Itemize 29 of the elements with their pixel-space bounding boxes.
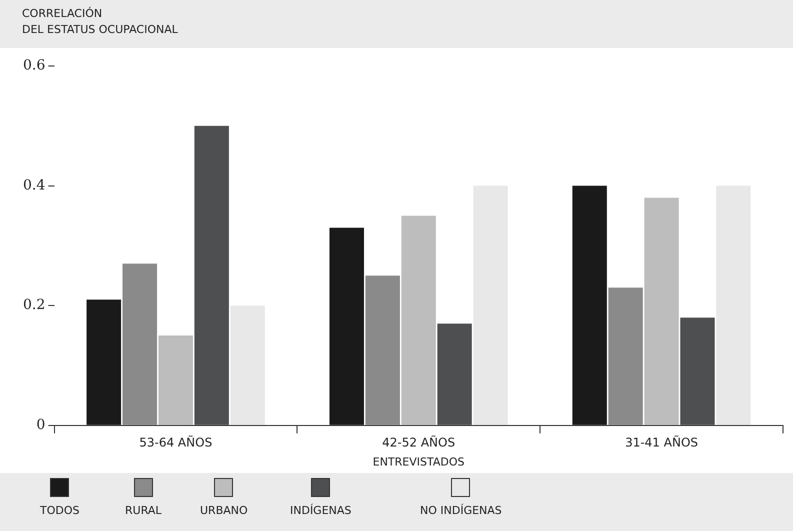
- bar: [437, 324, 472, 425]
- bar: [158, 336, 193, 425]
- bar: [716, 186, 751, 425]
- x-axis-title: ENTREVISTADOS: [372, 455, 465, 468]
- bar: [572, 186, 607, 425]
- bar: [365, 276, 400, 425]
- bar: [644, 198, 679, 425]
- legend-label: RURAL: [125, 504, 162, 517]
- bar: [194, 126, 229, 425]
- x-tick-label: 31-41 AÑOS: [625, 434, 698, 450]
- y-axis-title: CORRELACIÓN DEL ESTATUS OCUPACIONAL: [22, 6, 178, 38]
- bar: [329, 228, 364, 425]
- x-tick-label: 53-64 AÑOS: [139, 434, 212, 450]
- y-tick-label: 0: [36, 417, 46, 434]
- legend-label: INDÍGENAS: [290, 504, 352, 517]
- bar: [230, 306, 265, 425]
- bar: [401, 216, 436, 425]
- legend-label: URBANO: [200, 504, 248, 517]
- bar: [473, 186, 508, 425]
- bar: [122, 264, 158, 425]
- y-tick-label: 0.4: [23, 177, 46, 194]
- bar: [608, 288, 643, 425]
- legend-label: TODOS: [40, 504, 80, 517]
- legend-label: NO INDÍGENAS: [420, 504, 502, 517]
- bar: [680, 318, 715, 425]
- y-tick-label: 0.2: [23, 297, 46, 314]
- bar: [86, 300, 122, 425]
- y-tick-label: 0.6: [23, 58, 46, 74]
- x-tick-label: 42-52 AÑOS: [382, 434, 456, 450]
